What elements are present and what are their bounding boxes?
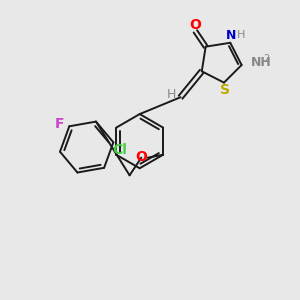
Text: H: H — [167, 88, 176, 101]
Text: N: N — [226, 29, 236, 42]
Text: F: F — [55, 117, 64, 131]
Text: H: H — [237, 30, 245, 40]
Text: S: S — [220, 83, 230, 97]
Text: O: O — [189, 18, 201, 32]
Text: NH: NH — [251, 56, 272, 69]
Text: Cl: Cl — [112, 143, 127, 157]
Text: O: O — [135, 150, 147, 164]
Text: 2: 2 — [263, 54, 269, 64]
